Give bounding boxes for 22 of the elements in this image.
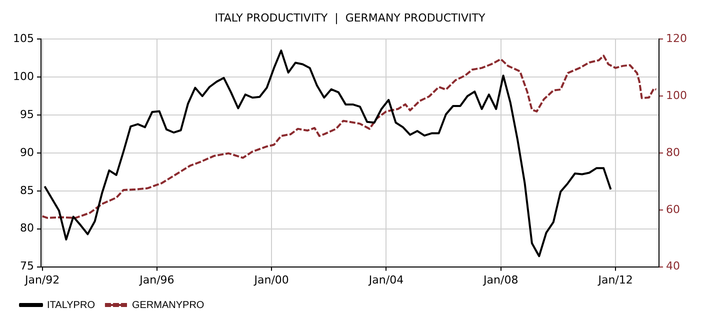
y-tick-label: 100 bbox=[12, 70, 34, 83]
x-tick-label: Jan/04 bbox=[368, 273, 404, 286]
y2-tick-label: 120 bbox=[666, 32, 688, 46]
y-tick-label: 105 bbox=[12, 32, 34, 46]
x-tick-label: Jan/00 bbox=[253, 273, 289, 286]
y2-tick-label: 60 bbox=[666, 202, 680, 216]
y-tick-label: 80 bbox=[20, 222, 34, 235]
x-tick-label: Jan/92 bbox=[24, 273, 60, 286]
line-series bbox=[41, 54, 658, 219]
y-tick-label: 85 bbox=[20, 184, 34, 197]
y-tick-label: 95 bbox=[20, 108, 34, 121]
y-tick-label: 75 bbox=[20, 260, 34, 273]
x-tick-label: Jan/08 bbox=[482, 273, 518, 286]
y2-tick-label: 40 bbox=[666, 260, 680, 273]
x-tick-label: Jan/96 bbox=[138, 273, 174, 286]
legend-label: GERMANYPRO bbox=[132, 300, 204, 311]
y2-tick-label: 80 bbox=[666, 146, 680, 159]
chart-title: ITALY PRODUCTIVITY | GERMANY PRODUCTIVITY bbox=[214, 11, 486, 24]
legend-label: ITALYPRO bbox=[47, 300, 96, 311]
x-tick-label: Jan/12 bbox=[597, 273, 633, 286]
y2-tick-label: 100 bbox=[666, 88, 688, 102]
y-tick-label: 90 bbox=[20, 146, 34, 159]
